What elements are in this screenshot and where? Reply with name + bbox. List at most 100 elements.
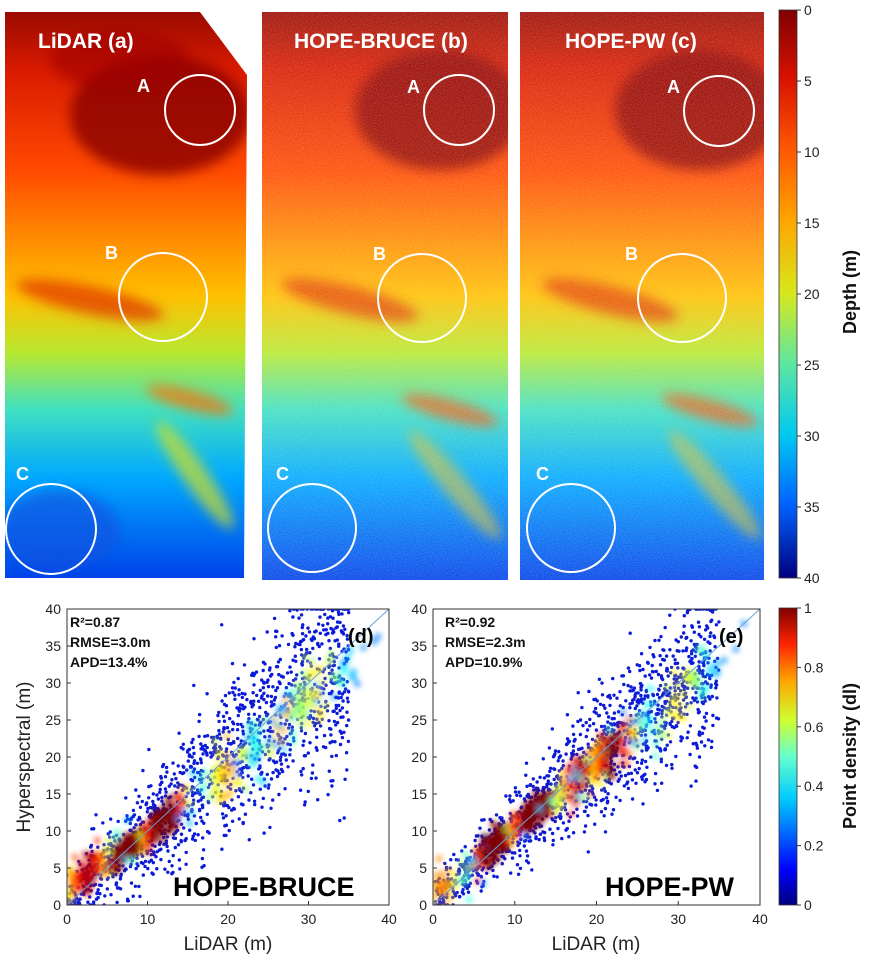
x-tick-label: 10 — [507, 911, 523, 927]
density-point — [437, 887, 445, 894]
scatter-point — [656, 703, 660, 707]
scatter-point — [524, 849, 529, 853]
density-point — [425, 889, 431, 895]
scatter-point — [196, 833, 200, 837]
density-point — [647, 685, 654, 692]
scatter-point — [227, 828, 231, 833]
scatter-point — [209, 755, 213, 759]
density-point — [335, 679, 342, 686]
scatter-point — [689, 652, 694, 656]
scatter-point — [456, 869, 461, 874]
scatter-point — [147, 784, 151, 789]
density-point — [578, 754, 585, 762]
scatter-point — [595, 699, 599, 703]
scatter-point — [541, 757, 545, 761]
scatter-point — [307, 630, 312, 634]
scatter-point — [654, 720, 658, 724]
scatter-point — [518, 854, 522, 858]
density-point — [278, 739, 285, 746]
scatter-point — [556, 826, 560, 831]
density-point — [696, 644, 704, 651]
scatter-point — [335, 638, 339, 642]
scatter-point — [277, 680, 281, 684]
scatter-point — [240, 790, 244, 794]
scatter-point — [528, 795, 533, 799]
density-point — [589, 769, 596, 776]
scatter-point — [330, 668, 334, 672]
scatter-point — [342, 730, 346, 734]
scatter-point — [524, 761, 529, 765]
scatter-point — [218, 745, 222, 749]
scatter-point — [682, 624, 686, 628]
scatter-point — [277, 644, 282, 648]
scatter-point — [103, 894, 107, 898]
scatter-point — [266, 712, 270, 716]
density-point — [318, 679, 325, 686]
scatter-point — [518, 848, 522, 853]
scatter-point — [694, 690, 698, 695]
density-point — [481, 856, 489, 863]
scatter-point — [278, 657, 282, 662]
map-panel-hope-bruce — [262, 12, 508, 580]
scatter-point — [251, 703, 256, 707]
density-point — [242, 785, 250, 792]
density-tick-label: 0.2 — [804, 838, 824, 854]
scatter-point — [454, 858, 458, 862]
scatter-point — [645, 660, 650, 665]
y-tick-label: 25 — [45, 712, 61, 728]
scatter-point — [222, 833, 226, 838]
scatter-point — [538, 775, 542, 779]
scatter-point — [522, 844, 526, 848]
scatter-point — [330, 739, 334, 744]
scatter-point — [699, 740, 704, 744]
density-point — [489, 842, 496, 850]
scatter-point — [681, 649, 685, 653]
scatter-point — [141, 873, 145, 877]
scatter-point — [330, 689, 334, 694]
scatter-point — [163, 867, 167, 871]
depth-tick-label: 20 — [804, 286, 820, 302]
scatter-point — [623, 773, 628, 778]
scatter-point — [184, 862, 188, 866]
scatter-point — [690, 625, 695, 629]
scatter-point — [230, 819, 235, 823]
scatter-point — [643, 733, 648, 737]
density-point — [457, 877, 464, 885]
scatter-point — [236, 736, 240, 741]
scatter-point — [334, 706, 338, 710]
density-point — [186, 819, 193, 827]
scatter-point — [283, 787, 287, 791]
density-point — [420, 878, 426, 884]
scatter-point — [665, 667, 669, 671]
scatter-point — [654, 669, 658, 674]
scatter-point — [200, 803, 204, 807]
scatter-point — [333, 740, 337, 744]
scatter-point — [262, 729, 266, 733]
scatter-point — [674, 724, 679, 728]
depth-tick-label: 5 — [804, 73, 812, 89]
scatter-point — [680, 684, 685, 688]
scatter-point — [193, 791, 198, 795]
density-point — [450, 871, 458, 878]
scatter-point — [635, 771, 640, 775]
density-point — [680, 691, 687, 698]
scatter-point — [208, 751, 213, 755]
scatter-point — [565, 737, 570, 741]
scatter-point — [311, 720, 315, 725]
site-circle-a — [164, 74, 236, 146]
scatter-point — [228, 716, 232, 721]
density-point — [114, 839, 122, 847]
scatter-point — [260, 694, 264, 698]
scatter-point — [606, 720, 610, 724]
density-point — [554, 788, 561, 795]
scatter-point — [688, 752, 692, 757]
scatter-point — [606, 715, 611, 719]
density-point — [226, 771, 233, 778]
scatter-point — [300, 625, 304, 630]
scatter-point — [129, 862, 133, 866]
scatter-point — [515, 863, 520, 867]
density-point — [544, 811, 551, 818]
scatter-point — [616, 710, 621, 714]
scatter-point — [138, 817, 142, 821]
scatter-point — [640, 749, 644, 753]
